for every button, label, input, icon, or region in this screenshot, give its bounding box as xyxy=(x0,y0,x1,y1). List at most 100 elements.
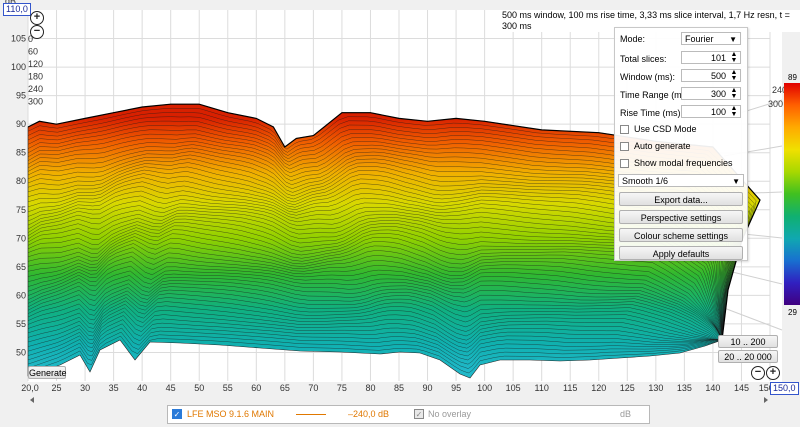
checkmark-icon[interactable]: ✓ xyxy=(172,409,182,419)
x-tick-label: 95 xyxy=(451,383,461,393)
x-tick-label: 45 xyxy=(166,383,176,393)
time-range-input[interactable]: 300 ▲ ▼ xyxy=(681,87,741,100)
trace-line-icon xyxy=(296,414,326,415)
spinner-icon[interactable]: ▲ ▼ xyxy=(730,87,738,100)
color-scale-bar xyxy=(784,83,800,305)
slice-line xyxy=(27,236,723,340)
y-tick-label: 85 xyxy=(16,148,26,158)
checkmark-icon[interactable]: ✓ xyxy=(414,409,424,419)
x-tick-label: 90 xyxy=(423,383,433,393)
measurement-name: LFE MSO 9.1.6 MAIN xyxy=(187,409,275,419)
x-tick-label: 145 xyxy=(734,383,749,393)
slice-line xyxy=(27,251,723,338)
scroll-left-icon[interactable] xyxy=(30,397,34,403)
y-tick-label: 100 xyxy=(11,62,26,72)
zoom-out-icon[interactable]: − xyxy=(30,25,44,39)
scroll-right-icon[interactable] xyxy=(764,397,768,403)
slice-line xyxy=(27,293,723,342)
colorbar-max-label: 89 xyxy=(788,73,797,82)
x-tick-label: 80 xyxy=(365,383,375,393)
rise-time-value: 100 xyxy=(710,107,726,117)
x-tick-label: 55 xyxy=(223,383,233,393)
modal-frequencies-checkbox[interactable]: Show modal frequencies xyxy=(620,158,733,169)
mode-select[interactable]: Fourier ▼ xyxy=(681,32,741,45)
x-tick-label: 40 xyxy=(137,383,147,393)
slice-line xyxy=(27,256,723,338)
y-tick-label: 65 xyxy=(16,262,26,272)
smoothing-select[interactable]: Smooth 1/6 ▼ xyxy=(618,174,744,187)
slice-line xyxy=(27,319,723,357)
time-range-value: 300 xyxy=(710,89,726,99)
y-tick-label: 80 xyxy=(16,176,26,186)
depth-tick-label: 300 xyxy=(28,97,43,107)
total-slices-input[interactable]: 101 ▲ ▼ xyxy=(681,51,741,64)
slice-line xyxy=(27,286,723,343)
info-text: 500 ms window, 100 ms rise time, 3,33 ms… xyxy=(500,10,800,32)
rise-time-input[interactable]: 100 ▲ ▼ xyxy=(681,105,741,118)
x-max-box[interactable]: 150,0 xyxy=(770,382,799,395)
x-tick-label: 130 xyxy=(648,383,663,393)
spinner-icon[interactable]: ▲ ▼ xyxy=(730,105,738,118)
slice-line xyxy=(27,243,723,338)
perspective-settings-button[interactable]: Perspective settings xyxy=(619,210,743,224)
auto-generate-checkbox[interactable]: Auto generate xyxy=(620,141,691,152)
checkbox-box[interactable] xyxy=(620,159,629,168)
slice-line xyxy=(27,327,723,365)
window-value: 500 xyxy=(710,71,726,81)
auto-generate-label: Auto generate xyxy=(634,141,691,151)
depth-tick-label: 0 xyxy=(28,34,33,44)
slice-line xyxy=(27,261,723,339)
depth-tick-label: 120 xyxy=(28,59,43,69)
slice-line xyxy=(27,247,723,338)
colorbar-min-label: 29 xyxy=(788,308,797,317)
y-tick-label: 50 xyxy=(16,347,26,357)
overlay-unit: dB xyxy=(620,409,632,419)
x-tick-label: 125 xyxy=(620,383,635,393)
range-10-200-button[interactable]: 10 .. 200 xyxy=(718,335,778,348)
depth-gridline xyxy=(723,307,783,331)
depth-tick-label: 240 xyxy=(772,85,787,95)
slice-line xyxy=(27,335,723,374)
zoom-in-icon[interactable]: + xyxy=(30,11,44,25)
scroll-track[interactable] xyxy=(28,395,770,405)
export-data-button[interactable]: Export data... xyxy=(619,192,743,206)
x-tick-label: 135 xyxy=(677,383,692,393)
x-tick-label: 20,0 xyxy=(21,383,39,393)
x-tick-label: 75 xyxy=(337,383,347,393)
checkbox-box[interactable] xyxy=(620,125,629,134)
mode-value: Fourier xyxy=(685,34,714,44)
horizontal-scrollbar[interactable] xyxy=(28,395,770,405)
mode-label: Mode: xyxy=(620,34,646,44)
spinner-icon[interactable]: ▲ ▼ xyxy=(730,69,738,82)
csd-mode-label: Use CSD Mode xyxy=(634,124,697,134)
zoom-in-x-icon[interactable]: + xyxy=(766,366,780,380)
checkbox-box[interactable] xyxy=(620,142,629,151)
slice-line xyxy=(27,300,723,341)
slice-line xyxy=(27,289,723,343)
slice-line xyxy=(27,297,723,342)
generate-button[interactable]: Generate xyxy=(28,366,67,379)
slice-line xyxy=(27,275,723,341)
y-max-box[interactable]: 110,0 xyxy=(3,3,31,16)
x-tick-label: 105 xyxy=(506,383,521,393)
slice-line xyxy=(27,307,723,345)
slice-line xyxy=(27,331,723,369)
colour-scheme-settings-button[interactable]: Colour scheme settings xyxy=(619,228,743,242)
x-tick-label: 30 xyxy=(80,383,90,393)
apply-defaults-button[interactable]: Apply defaults xyxy=(619,246,743,260)
y-tick-label: 95 xyxy=(16,91,26,101)
csd-mode-checkbox[interactable]: Use CSD Mode xyxy=(620,124,697,135)
rise-time-label: Rise Time (ms): xyxy=(620,108,683,118)
window-label: Window (ms): xyxy=(620,72,676,82)
range-20-20000-button[interactable]: 20 .. 20 000 xyxy=(718,350,778,363)
x-tick-label: 140 xyxy=(705,383,720,393)
zoom-out-x-icon[interactable]: − xyxy=(751,366,765,380)
y-tick-label: 60 xyxy=(16,290,26,300)
window-input[interactable]: 500 ▲ ▼ xyxy=(681,69,741,82)
smoothing-value: Smooth 1/6 xyxy=(622,176,669,186)
y-tick-label: 70 xyxy=(16,233,26,243)
x-tick-label: 120 xyxy=(591,383,606,393)
control-panel: Mode: Fourier ▼ Total slices: 101 ▲ ▼ Windo… xyxy=(614,27,748,261)
spinner-icon[interactable]: ▲ ▼ xyxy=(730,51,738,64)
slice-line xyxy=(27,265,723,340)
